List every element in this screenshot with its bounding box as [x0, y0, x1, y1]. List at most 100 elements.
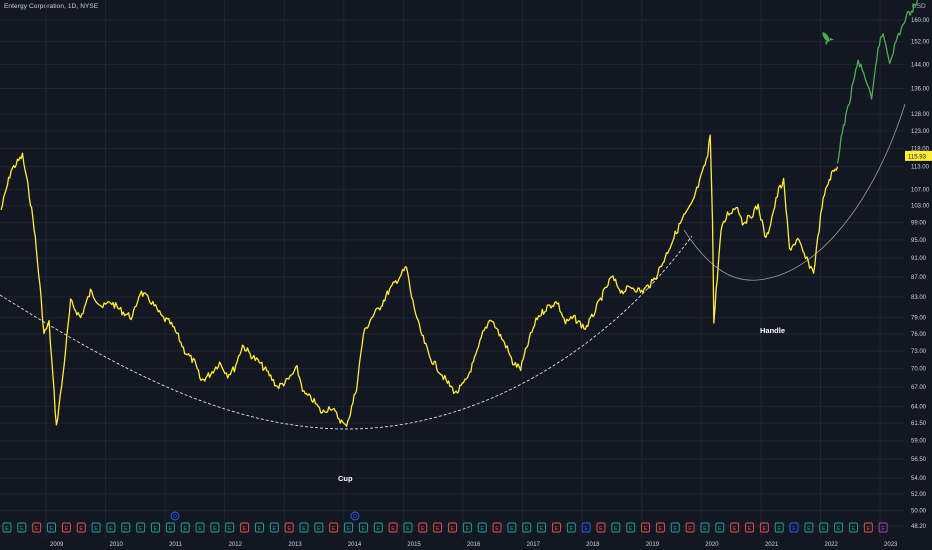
- earnings-badge-box: [655, 522, 665, 533]
- earnings-badge-letter: E: [629, 526, 633, 532]
- earnings-badge: E: [2, 522, 12, 533]
- x-tick-label: 2013: [288, 542, 302, 548]
- earnings-badge-box: [299, 522, 309, 533]
- earnings-badge: E: [32, 522, 42, 533]
- y-tick-label: 61.50: [911, 421, 927, 427]
- earnings-badge: E: [730, 522, 740, 533]
- dividend-badge: D: [350, 511, 360, 521]
- earnings-badge: E: [655, 522, 665, 533]
- earnings-badge: E: [759, 522, 769, 533]
- earnings-badge-box: [522, 522, 532, 533]
- y-tick-label: 70.00: [911, 367, 927, 373]
- earnings-badge: E: [715, 522, 725, 533]
- earnings-badge-letter: E: [614, 526, 618, 532]
- y-tick-label: 113.00: [911, 165, 930, 171]
- x-tick-label: 2019: [646, 542, 660, 548]
- earnings-badge-box: [373, 522, 383, 533]
- earnings-badge-box: [730, 522, 740, 533]
- earnings-badge-box: [106, 522, 116, 533]
- earnings-badge-box: [225, 522, 235, 533]
- earnings-badge-box: [433, 522, 443, 533]
- chart-title: Entergy Corporation, 1D, NYSE: [4, 3, 99, 10]
- x-tick-label: 2014: [348, 542, 362, 548]
- y-axis: 48.20 50.00 52.00 54.00 56.50 59.00 61.50 64.00…: [911, 18, 930, 530]
- earnings-badge: E: [373, 522, 383, 533]
- y-tick-label: 67.00: [911, 385, 927, 391]
- earnings-badge: E: [641, 522, 650, 533]
- x-tick-label: 2016: [467, 542, 481, 548]
- earnings-badge-box: [626, 522, 636, 533]
- earnings-badge-box: [715, 522, 725, 533]
- y-tick-label: 123.00: [911, 129, 930, 135]
- dividend-badge-letter: D: [353, 514, 357, 520]
- earnings-badge-box: [537, 522, 547, 533]
- y-tick-label: 87.00: [911, 275, 927, 281]
- earnings-badge-box: [388, 522, 398, 533]
- earnings-badge: E: [477, 522, 487, 533]
- earnings-badge-letter: E: [822, 526, 826, 532]
- earnings-badge-box: [448, 522, 457, 533]
- earnings-badge-letter: E: [644, 526, 648, 532]
- earnings-badge-letter: E: [852, 526, 856, 532]
- earnings-badge-letter: E: [124, 526, 128, 532]
- earnings-badge-box: [819, 522, 829, 533]
- earnings-badge: E: [700, 522, 710, 533]
- earnings-badge-letter: E: [391, 526, 395, 532]
- earnings-badge-box: [358, 522, 368, 533]
- earnings-badge-letter: E: [659, 526, 663, 532]
- earnings-badge-box: [834, 522, 844, 533]
- earnings-badge-letter: E: [377, 526, 381, 532]
- y-tick-label: 136.00: [911, 87, 930, 93]
- earnings-badge: E: [180, 522, 190, 533]
- x-tick-label: 2012: [229, 542, 243, 548]
- y-tick-label: 50.00: [911, 509, 927, 515]
- earnings-badge-letter: E: [94, 526, 98, 532]
- annotation-handle: Handle: [760, 326, 785, 335]
- earnings-badge-letter: E: [65, 526, 69, 532]
- earnings-badge: E: [863, 522, 873, 533]
- y-tick-label: 64.00: [911, 404, 927, 410]
- earnings-badge-letter: E: [169, 526, 173, 532]
- x-tick-label: 2017: [527, 542, 541, 548]
- earnings-badge-letter: E: [807, 526, 811, 532]
- earnings-badge-box: [418, 522, 428, 533]
- earnings-badge-box: [165, 522, 175, 533]
- earnings-badge-letter: E: [198, 526, 202, 532]
- y-tick-label: 48.20: [911, 524, 927, 530]
- earnings-badge-letter: E: [778, 526, 782, 532]
- earnings-badge-box: [254, 522, 264, 533]
- earnings-badge: E: [448, 522, 457, 533]
- earnings-badge-letter: E: [317, 526, 321, 532]
- earnings-badge-letter: E: [451, 526, 455, 532]
- earnings-badge-box: [641, 522, 650, 533]
- rocket-fin: [825, 37, 835, 46]
- earnings-badge: E: [581, 522, 591, 533]
- earnings-badge: E: [566, 522, 576, 533]
- earnings-badge-box: [91, 522, 101, 533]
- earnings-badge-letter: E: [733, 526, 737, 532]
- earnings-badge-letter: E: [273, 526, 277, 532]
- earnings-badge-box: [121, 522, 131, 533]
- earnings-badge: E: [492, 522, 502, 533]
- earnings-badge: E: [834, 522, 844, 533]
- earnings-badge: E: [329, 522, 339, 533]
- earnings-badge: E: [106, 522, 116, 533]
- rocket-body: [822, 32, 830, 42]
- earnings-badge-letter: E: [674, 526, 678, 532]
- earnings-badge-letter: E: [792, 526, 796, 532]
- earnings-badge: E: [165, 522, 175, 533]
- earnings-badge-box: [344, 522, 353, 533]
- earnings-badge-letter: E: [362, 526, 366, 532]
- earnings-badge-box: [403, 522, 413, 533]
- earnings-badge-box: [240, 522, 250, 533]
- earnings-badge-box: [759, 522, 769, 533]
- cup-guide-curve: [0, 235, 693, 430]
- earnings-badge: E: [314, 522, 324, 533]
- earnings-badge: E: [670, 522, 680, 533]
- earnings-badge-letter: E: [139, 526, 143, 532]
- earnings-badge-box: [462, 522, 472, 533]
- earnings-badge: E: [76, 522, 86, 533]
- rocket-icon: [822, 32, 835, 46]
